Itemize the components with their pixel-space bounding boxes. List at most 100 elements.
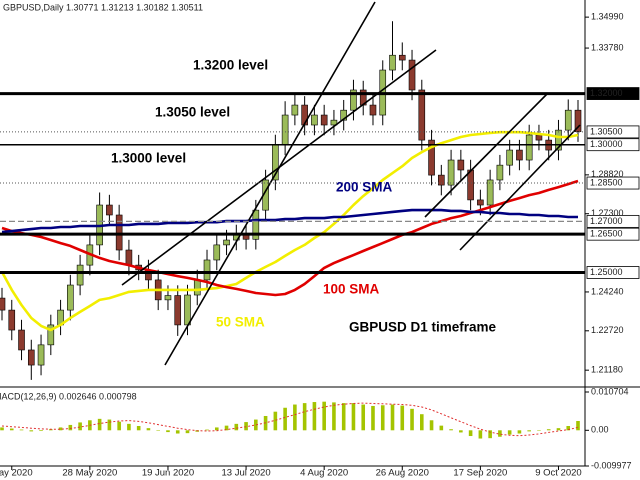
y-tick-label: 1.28820 — [591, 169, 624, 179]
macd-bar — [429, 420, 434, 431]
candle-body — [213, 244, 221, 261]
macd-bar — [332, 402, 336, 431]
candle-body — [574, 109, 582, 132]
level-label-box — [586, 266, 640, 279]
candle-body — [0, 297, 6, 311]
macd-bar — [400, 405, 405, 431]
macd-bar — [0, 427, 4, 431]
annotation: GBPUSD D1 timeframe — [349, 320, 497, 335]
macd-bar — [371, 405, 375, 431]
level-label: 1.30500 — [590, 126, 623, 136]
candle-body — [340, 109, 347, 121]
channel-line — [459, 124, 581, 251]
macd-bar — [214, 427, 219, 431]
channel-line — [121, 49, 437, 286]
y-tick-label: 1.27300 — [591, 208, 624, 218]
macd-bar — [185, 430, 190, 434]
candle-body — [47, 324, 55, 346]
macd-bar — [19, 429, 24, 431]
macd-bar — [488, 430, 492, 439]
level-label-box — [586, 214, 640, 228]
y-tick-label: 0.00 — [591, 425, 609, 435]
candle-body — [467, 169, 474, 201]
macd-bar — [166, 430, 170, 433]
y-tick-label: 1.22720 — [591, 325, 624, 335]
macd-bar — [156, 430, 161, 431]
macd-bar — [293, 404, 297, 431]
macd-bar — [107, 419, 112, 431]
candle-body — [477, 199, 484, 206]
macd-bar — [556, 428, 561, 431]
x-tick-label: 17 Sep 2020 — [453, 468, 507, 479]
macd-bar — [439, 425, 444, 431]
macd-bar — [175, 430, 180, 434]
price-panel: 1.34990 1.33780 1.28820 1.27300 1.24240 1.227… — [0, 12, 632, 470]
macd-bar — [205, 429, 209, 431]
candle-body — [496, 164, 504, 181]
macd-bar — [351, 403, 356, 431]
macd-bar — [146, 428, 151, 431]
level-label-box — [586, 138, 640, 152]
macd-bar — [380, 405, 385, 431]
annotation: 1.3200 level — [193, 58, 268, 73]
candle-body — [564, 109, 572, 131]
y-tick-label: 0.010704 — [591, 386, 629, 396]
candle-body — [350, 89, 357, 111]
candle-body — [389, 54, 396, 71]
candle-body — [330, 119, 338, 126]
x-tick-label: 26 Aug 2020 — [376, 468, 429, 479]
candle-body — [193, 279, 201, 296]
macd-bar — [39, 430, 43, 432]
macd-bar — [361, 404, 366, 431]
candle-body — [125, 249, 133, 266]
macd-bar — [527, 430, 531, 432]
candle-body — [67, 284, 74, 311]
macd-bar — [419, 414, 424, 431]
sma-label: 50 SMA — [216, 315, 265, 330]
level-label: 1.26500 — [590, 229, 623, 239]
annotation: 1.3000 level — [111, 151, 186, 166]
macd-bar — [117, 421, 121, 431]
candle-body — [76, 264, 84, 286]
candle-body — [418, 89, 426, 141]
candle-body — [428, 139, 435, 176]
x-tick-label: May 2020 — [0, 468, 33, 479]
level-label: 1.32000 — [590, 88, 623, 98]
sma-line — [1, 208, 578, 234]
sma-label: 100 SMA — [323, 282, 380, 297]
candle-body — [438, 174, 445, 186]
chart-header: GBPUSD,Daily 1.30771 1.31213 1.30182 1.3… — [3, 2, 203, 12]
macd-bar — [302, 403, 307, 431]
macd-bar — [341, 403, 346, 431]
macd-bar — [283, 407, 287, 431]
candle-body — [8, 309, 16, 331]
candle-body — [320, 114, 328, 126]
macd-bar — [537, 430, 541, 431]
candle-body — [408, 59, 416, 91]
macd-bar — [273, 411, 278, 431]
macd-bar — [468, 430, 473, 437]
macd-bar — [459, 430, 463, 433]
candle-body — [18, 329, 25, 351]
macd-bar — [58, 427, 63, 431]
candle-body — [555, 129, 562, 151]
level-label: 1.25000 — [590, 267, 623, 277]
candle-body — [252, 209, 260, 240]
candle-body — [525, 134, 533, 161]
candle-body — [457, 159, 465, 171]
macd-bar — [576, 420, 580, 431]
signal-line — [1, 402, 579, 437]
candle-body — [106, 204, 113, 216]
macd-bar — [29, 430, 34, 432]
candle-body — [486, 179, 494, 206]
macd-header: MACD(12,26,9) 0.002646 0.000798 — [0, 391, 137, 401]
macd-bar — [224, 425, 229, 431]
candle-body — [115, 214, 123, 251]
candle-body — [203, 259, 211, 281]
level-label-box — [586, 227, 640, 241]
macd-bar — [244, 422, 248, 431]
macd-bar — [136, 426, 141, 431]
macd-bar — [566, 426, 571, 431]
